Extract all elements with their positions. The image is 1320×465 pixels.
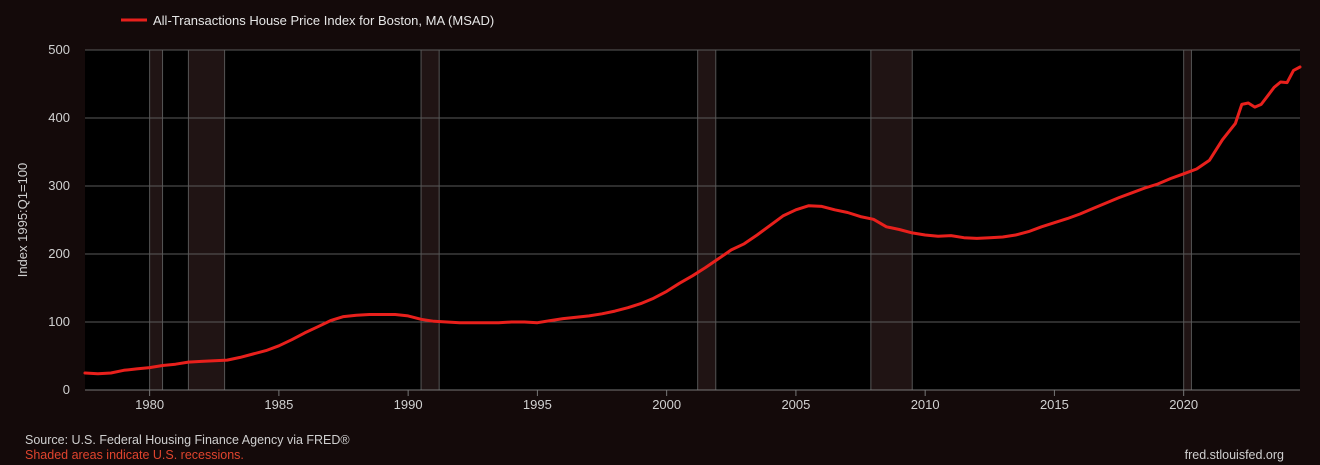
recession-band (187, 49, 226, 391)
legend[interactable]: All-Transactions House Price Index for B… (121, 13, 494, 28)
series-layer (83, 65, 1302, 376)
y-axis-ticks: 0 100 200 300 400 500 (48, 42, 70, 397)
legend-label: All-Transactions House Price Index for B… (153, 13, 494, 28)
recession-shading (149, 49, 1192, 391)
x-tick-label: 1985 (264, 397, 293, 412)
source-note: Source: U.S. Federal Housing Finance Age… (25, 433, 350, 447)
recession-note: Shaded areas indicate U.S. recessions. (25, 448, 244, 462)
y-tick-label: 500 (48, 42, 70, 57)
recession-band (420, 49, 440, 391)
plot-area (85, 50, 1300, 390)
x-tick-label: 1995 (523, 397, 552, 412)
y-tick-label: 200 (48, 246, 70, 261)
x-tick-label: 1980 (135, 397, 164, 412)
y-tick-label: 400 (48, 110, 70, 125)
x-tick-label: 2000 (652, 397, 681, 412)
recession-band (697, 49, 717, 391)
x-tick-label: 1990 (394, 397, 423, 412)
x-axis-ticks: 1980 1985 1990 1995 2000 2005 2010 2015 2020 (85, 389, 1300, 412)
series-line[interactable] (83, 65, 1302, 376)
y-tick-label: 100 (48, 314, 70, 329)
fred-watermark-link[interactable]: fred.stlouisfed.org (1184, 448, 1284, 462)
x-tick-label: 2010 (911, 397, 940, 412)
y-tick-label: 0 (63, 382, 70, 397)
gridlines (85, 49, 1300, 323)
y-axis-label: Index 1995:Q1=100 (15, 163, 30, 278)
x-tick-label: 2020 (1169, 397, 1198, 412)
x-tick-label: 2005 (781, 397, 810, 412)
x-tick-label: 2015 (1040, 397, 1069, 412)
recession-band (149, 49, 164, 391)
recession-band (1183, 49, 1192, 391)
y-tick-label: 300 (48, 178, 70, 193)
